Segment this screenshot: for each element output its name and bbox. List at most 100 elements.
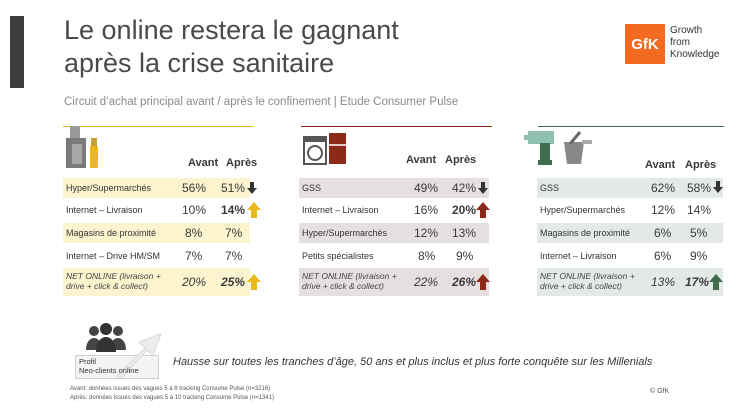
profil-box bbox=[75, 355, 159, 379]
panel-2-apres-header: Après bbox=[445, 154, 477, 166]
footnote-apres: Après: données issues des vagues 5 à 10 … bbox=[70, 395, 274, 401]
arrow-down-icon bbox=[247, 182, 257, 194]
net-label-line-2: drive + click & collect) bbox=[540, 281, 622, 291]
row-label: Internet – Livraison bbox=[66, 205, 143, 215]
row-avant: 12% bbox=[651, 203, 676, 217]
net-label-line-1: NET ONLINE (livraison + bbox=[540, 271, 635, 281]
panel-2-row: Petits spécialistes 8% 9% bbox=[299, 246, 489, 266]
panel-1-row: Internet – Drive HM/SM 7% 7% bbox=[63, 246, 250, 266]
page-title: Le online restera le gagnant après la cr… bbox=[64, 14, 444, 80]
panel-1-apres-header: Après bbox=[226, 157, 258, 169]
net-avant: 20% bbox=[182, 275, 207, 289]
net-avant: 22% bbox=[414, 275, 439, 289]
arrow-up-icon bbox=[476, 274, 490, 290]
panel-3-net-row: NET ONLINE (livraison + drive + click & … bbox=[537, 268, 723, 296]
net-label-line-1: NET ONLINE (livraison + bbox=[302, 271, 397, 281]
row-apres: 7% bbox=[225, 249, 243, 263]
diy-tools-icon bbox=[524, 131, 592, 165]
arrow-up-icon bbox=[247, 274, 261, 290]
net-apres: 17% bbox=[685, 275, 710, 289]
row-avant: 8% bbox=[418, 249, 436, 263]
panel-3-avant-header: Avant bbox=[645, 159, 676, 171]
logo-line-2: from bbox=[670, 37, 690, 48]
row-avant: 7% bbox=[185, 249, 203, 263]
row-label: Internet – Livraison bbox=[302, 205, 379, 215]
net-label-line-2: drive + click & collect) bbox=[66, 281, 148, 291]
title-line-2: après la crise sanitaire bbox=[64, 48, 335, 78]
people-group-icon bbox=[86, 323, 126, 352]
row-label: Hyper/Supermarchés bbox=[302, 228, 388, 238]
row-label: Internet – Livraison bbox=[540, 251, 617, 261]
gfk-logo: GfK bbox=[625, 24, 665, 64]
net-label-line-2: drive + click & collect) bbox=[302, 281, 384, 291]
panel-1-row: Magasins de proximité 8% 7% bbox=[63, 223, 250, 243]
row-apres: 14% bbox=[687, 203, 712, 217]
row-avant: 6% bbox=[654, 226, 672, 240]
net-apres: 25% bbox=[221, 275, 246, 289]
row-label: Hyper/Supermarchés bbox=[66, 183, 152, 193]
row-label: GSS bbox=[540, 183, 560, 193]
logo-line-3: Knowledge bbox=[670, 49, 720, 60]
row-apres: 7% bbox=[225, 226, 243, 240]
row-apres: 58% bbox=[687, 181, 712, 195]
row-label: GSS bbox=[302, 183, 322, 193]
panel-2-avant-header: Avant bbox=[406, 154, 437, 166]
net-apres: 26% bbox=[452, 275, 477, 289]
row-apres: 14% bbox=[221, 203, 246, 217]
net-label-line-1: NET ONLINE (livraison + bbox=[66, 271, 161, 281]
panel-2-row: Internet – Livraison 16% 20% bbox=[299, 200, 490, 220]
row-label: Internet – Drive HM/SM bbox=[66, 251, 161, 261]
logo-mark: GfK bbox=[631, 35, 659, 53]
net-label: NET ONLINE (livraison + drive + click & … bbox=[66, 271, 161, 291]
net-label: NET ONLINE (livraison + drive + click & … bbox=[302, 271, 397, 291]
panel-3-row: Internet – Livraison 6% 9% bbox=[537, 246, 723, 266]
panel-1-net-row: NET ONLINE (livraison + drive + click & … bbox=[63, 268, 261, 296]
row-apres: 20% bbox=[452, 203, 477, 217]
title-line-1: Le online restera le gagnant bbox=[64, 15, 399, 45]
panel-3-row: Magasins de proximité 6% 5% bbox=[537, 223, 723, 243]
footer-insight: Hausse sur toutes les tranches d’âge, 50… bbox=[173, 356, 653, 368]
row-label: Hyper/Supermarchés bbox=[540, 205, 626, 215]
row-avant: 6% bbox=[654, 249, 672, 263]
arrow-up-icon bbox=[476, 202, 490, 218]
logo-line-1: Growth bbox=[670, 25, 703, 36]
net-avant: 13% bbox=[651, 275, 676, 289]
row-avant: 56% bbox=[182, 181, 207, 195]
row-label: Petits spécialistes bbox=[302, 251, 374, 261]
row-avant: 16% bbox=[414, 203, 439, 217]
footnote-avant: Avant: données issues des vagues 5 à 8 t… bbox=[70, 386, 271, 392]
panel-2-topline bbox=[301, 126, 492, 127]
arrow-down-icon bbox=[478, 182, 488, 194]
row-avant: 62% bbox=[651, 181, 676, 195]
panel-3-row: Hyper/Supermarchés 12% 14% bbox=[537, 200, 723, 220]
row-label: Magasins de proximité bbox=[540, 228, 631, 238]
row-apres: 5% bbox=[690, 226, 708, 240]
row-apres: 9% bbox=[456, 249, 474, 263]
panel-2-net-row: NET ONLINE (livraison + drive + click & … bbox=[299, 268, 490, 296]
panel-1-row: Hyper/Supermarchés 56% 51% bbox=[63, 178, 257, 198]
arrow-down-icon bbox=[713, 181, 723, 193]
row-avant: 12% bbox=[414, 226, 439, 240]
row-label: Magasins de proximité bbox=[66, 228, 157, 238]
panel-1-row: Internet – Livraison 10% 14% bbox=[63, 200, 261, 220]
cosmetics-icon bbox=[66, 126, 98, 168]
net-label: NET ONLINE (livraison + drive + click & … bbox=[540, 271, 635, 291]
panel-3-topline bbox=[538, 126, 724, 127]
panel-1-avant-header: Avant bbox=[188, 157, 219, 169]
row-apres: 42% bbox=[452, 181, 477, 195]
panel-1-topline bbox=[63, 126, 254, 127]
row-apres: 13% bbox=[452, 226, 477, 240]
profil-line-2: Neo-clients online bbox=[79, 366, 139, 375]
arrow-up-icon bbox=[709, 274, 723, 290]
row-avant: 8% bbox=[185, 226, 203, 240]
row-apres: 9% bbox=[690, 249, 708, 263]
row-avant: 49% bbox=[414, 181, 439, 195]
subtitle: Circuit d’achat principal avant / après … bbox=[64, 96, 459, 108]
accent-bar bbox=[10, 16, 24, 88]
panel-2-row: Hyper/Supermarchés 12% 13% bbox=[299, 223, 489, 243]
row-apres: 51% bbox=[221, 181, 246, 195]
appliances-icon bbox=[303, 133, 346, 165]
arrow-up-icon bbox=[247, 202, 261, 218]
profil-label: Profil Neo-clients online bbox=[79, 357, 139, 375]
profil-line-1: Profil bbox=[79, 357, 97, 366]
